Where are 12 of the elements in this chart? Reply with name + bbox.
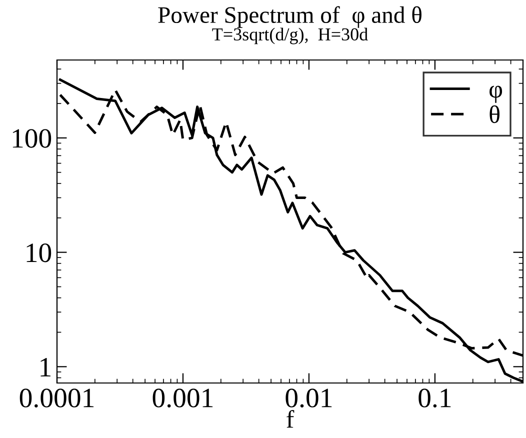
x-tick-label: 0.01 (286, 388, 332, 408)
y-tick-label: 10 (26, 243, 52, 262)
chart-title: Power Spectrum of φ and θ (158, 6, 422, 28)
legend-label: θ (490, 105, 500, 124)
x-tick-label: 0.001 (152, 388, 213, 408)
chart-subtitle: T=3sqrt(d/g), H=30d (212, 28, 368, 44)
y-tick-label: 100 (12, 129, 52, 148)
x-tick-label: 0.0001 (20, 388, 94, 408)
x-tick-label: 0.1 (418, 388, 451, 408)
x-axis-title: f (286, 410, 294, 428)
y-tick-label: 1 (40, 358, 50, 376)
legend-label: φ (490, 86, 502, 103)
